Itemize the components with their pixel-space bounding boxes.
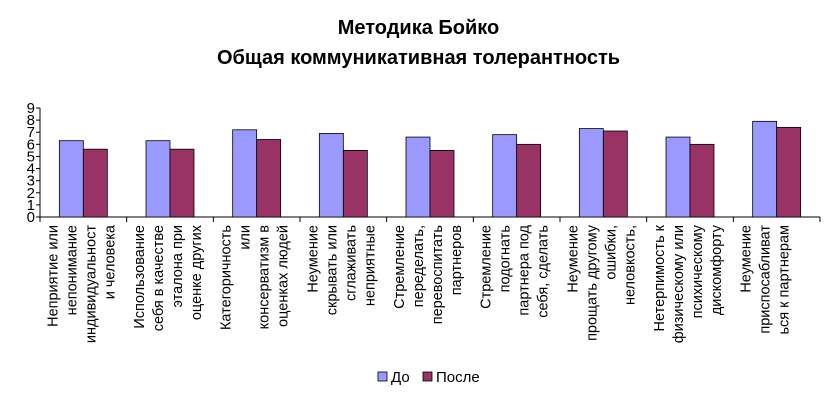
- category-label-line: подогнать: [498, 225, 514, 292]
- category-label-line: неловкость,: [622, 225, 638, 305]
- legend-label-posle: После: [436, 369, 480, 386]
- category-label-line: и человека: [102, 224, 118, 299]
- category-label-line: партнеров: [449, 225, 465, 296]
- y-tick-label: 6: [27, 136, 35, 153]
- category-label-line: Стремление: [392, 225, 408, 309]
- category-label-line: психическому: [690, 224, 706, 318]
- category-label-line: оценках людей: [276, 225, 292, 327]
- category-label-line: Неумение: [565, 225, 581, 293]
- category-labels: Неприятие или непонимание индивидуальност и…: [45, 224, 792, 343]
- y-tick-label: 5: [27, 148, 35, 165]
- category-label-line: Нетерпимость к: [652, 224, 668, 331]
- category-label-line: неприятные: [362, 225, 378, 306]
- bar-posle-6: [516, 143, 542, 218]
- y-tick-label: 8: [27, 112, 35, 129]
- category-label-1: Неприятие или непонимание индивидуальност и…: [45, 224, 118, 343]
- category-label-7: Неумение прощать другому ошибки, неловкость…: [565, 224, 638, 341]
- bar-posle-8: [689, 143, 715, 218]
- category-label-line: индивидуальност: [83, 225, 99, 343]
- category-label-3: Категоричность или консерватизм в оценках л…: [219, 225, 292, 330]
- category-label-line: прощать другому: [584, 224, 600, 341]
- category-label-8: Нетерпимость к физическому или психическом…: [652, 224, 725, 343]
- y-tick-label: 4: [27, 161, 35, 178]
- bar-do-9: [752, 120, 778, 218]
- category-label-line: сглаживать: [343, 225, 359, 301]
- bar-do-3: [232, 129, 258, 218]
- bar-posle-4: [342, 149, 368, 218]
- category-label-line: Неумение: [305, 225, 321, 293]
- category-label-line: Неумение: [739, 225, 755, 293]
- category-label-line: Стремление: [479, 225, 495, 309]
- category-label-line: или: [238, 225, 254, 250]
- category-label-5: Стремление переделать, перевоспитать партне…: [392, 225, 465, 325]
- y-tick-label: 1: [27, 197, 35, 214]
- category-label-line: скрывать или: [324, 225, 340, 315]
- category-label-line: эталона при: [170, 225, 186, 307]
- category-label-line: партнера под: [517, 224, 533, 315]
- category-label-line: Категоричность: [219, 225, 235, 330]
- chart-title: Методика Бойко: [337, 17, 500, 39]
- bar-posle-3: [256, 139, 282, 218]
- bar-do-2: [145, 140, 171, 218]
- bar-do-7: [578, 128, 604, 218]
- category-label-line: дискомфорту: [709, 224, 725, 315]
- bar-do-8: [665, 136, 691, 218]
- category-label-line: Использование: [132, 225, 148, 329]
- category-label-line: Неприятие или: [45, 225, 61, 327]
- chart-bars: [58, 120, 802, 218]
- category-label-line: ошибки,: [603, 225, 619, 280]
- chart-legend: До После: [377, 369, 480, 386]
- category-label-2: Использование себя в качестве эталона при о…: [132, 224, 205, 331]
- bar-do-5: [405, 136, 431, 218]
- category-label-line: переделать,: [411, 225, 427, 307]
- chart-subtitle: Общая коммуникативная толерантность: [216, 47, 621, 69]
- y-tick-label: 7: [27, 124, 35, 141]
- category-label-9: Неумение приспосабливат ься к партнерам: [739, 225, 793, 335]
- bar-posle-2: [169, 148, 195, 218]
- category-label-line: непонимание: [64, 225, 80, 315]
- y-tick-label: 9: [27, 100, 35, 117]
- legend-swatch-posle: [422, 371, 433, 382]
- bar-posle-1: [82, 148, 108, 218]
- category-label-line: себя в качестве: [151, 225, 167, 331]
- bar-do-4: [318, 133, 344, 218]
- legend-swatch-do: [377, 371, 388, 382]
- category-label-4: Неумение скрывать или сглаживать неприятные: [305, 225, 378, 315]
- category-label-6: Стремление подогнать партнера под себя, сде…: [479, 224, 552, 317]
- bar-do-6: [492, 134, 518, 218]
- bar-posle-7: [602, 130, 628, 218]
- category-label-line: себя, сделать: [536, 225, 552, 318]
- category-label-line: приспосабливат: [758, 225, 774, 334]
- bar-do-1: [58, 140, 84, 218]
- category-label-line: консерватизм в: [257, 225, 273, 330]
- bar-posle-5: [429, 149, 455, 218]
- y-tick-label: 3: [27, 173, 35, 190]
- y-tick-label: 0: [27, 209, 35, 226]
- y-tick-label: 2: [27, 185, 35, 202]
- category-label-line: перевоспитать: [430, 225, 446, 324]
- category-label-line: ься к партнерам: [777, 225, 793, 335]
- category-label-line: оценке других: [189, 224, 205, 320]
- category-label-line: физическому или: [671, 225, 687, 343]
- bar-posle-9: [776, 126, 802, 218]
- legend-label-do: До: [391, 369, 410, 386]
